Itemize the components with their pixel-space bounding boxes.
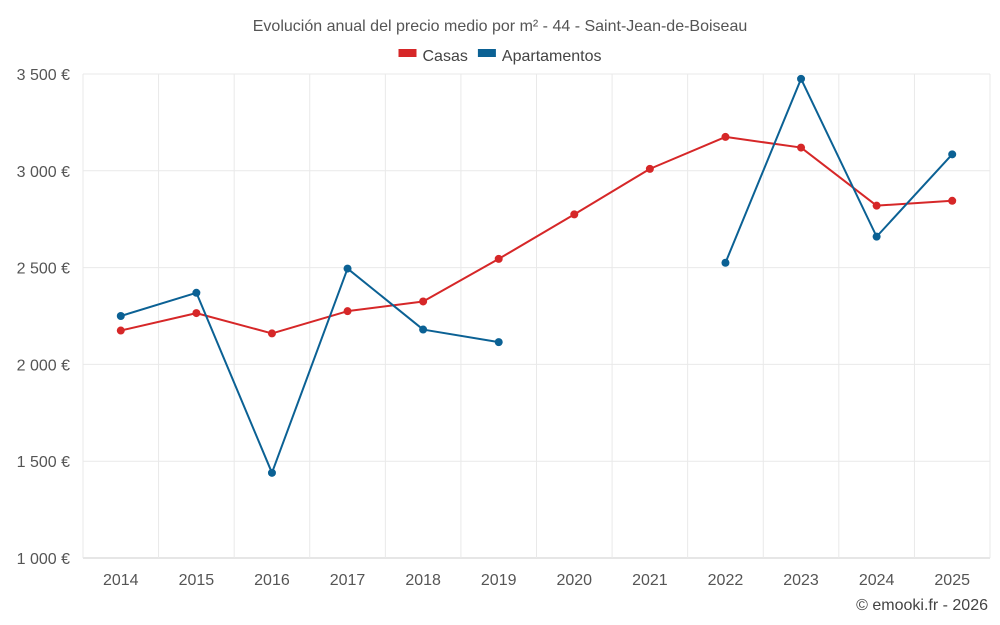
x-tick-label: 2021	[632, 572, 668, 589]
chart-title: Evolución anual del precio medio por m² …	[253, 18, 747, 35]
y-tick-label: 3 500 €	[17, 67, 70, 84]
data-point-apartamentos-2014[interactable]	[116, 312, 125, 320]
data-point-apartamentos-2015[interactable]	[192, 288, 201, 297]
data-point-apartamentos-2017[interactable]	[343, 264, 352, 273]
y-tick-label: 3 000 €	[17, 164, 70, 181]
x-tick-label: 2022	[708, 572, 744, 589]
series-line-casas	[120, 135, 953, 335]
data-point-apartamentos-2016[interactable]	[267, 468, 276, 477]
data-point-casas-2018[interactable]	[419, 297, 428, 306]
legend[interactable]: Casas Apartamentos	[398, 48, 602, 65]
data-point-apartamentos-2025[interactable]	[948, 150, 957, 159]
data-point-casas-2015[interactable]	[192, 309, 201, 318]
data-point-casas-2021[interactable]	[645, 164, 654, 173]
data-point-casas-2019[interactable]	[494, 254, 503, 263]
legend-item-apartamentos[interactable]: Apartamentos	[477, 48, 602, 65]
legend-swatch	[398, 49, 417, 57]
series-casas	[116, 132, 957, 338]
x-tick-label: 2014	[103, 572, 139, 589]
x-tick-label: 2025	[934, 572, 970, 589]
data-point-apartamentos-2018[interactable]	[419, 325, 428, 334]
series-line-apartamentos	[120, 77, 953, 474]
x-tick-label: 2023	[783, 572, 819, 589]
y-tick-label: 2 000 €	[17, 357, 70, 374]
x-tick-label: 2015	[179, 572, 215, 589]
data-point-casas-2017[interactable]	[343, 307, 352, 316]
data-point-casas-2016[interactable]	[267, 329, 276, 338]
legend-label: Apartamentos	[502, 48, 602, 65]
x-tick-label: 2016	[254, 572, 290, 589]
data-point-casas-2025[interactable]	[948, 196, 957, 205]
data-point-casas-2022[interactable]	[721, 132, 730, 141]
y-tick-label: 1 500 €	[17, 454, 70, 471]
x-axis: 2014 2015 2016 2017 2018 2019 2020 2021 2022 2023…	[103, 572, 970, 589]
x-tick-label: 2020	[556, 572, 592, 589]
credit-text: © emooki.fr - 2026	[856, 597, 988, 614]
data-point-apartamentos-2019[interactable]	[494, 338, 503, 347]
x-tick-label: 2024	[859, 572, 895, 589]
data-point-casas-2024[interactable]	[872, 201, 881, 210]
y-tick-label: 1 000 €	[17, 551, 70, 568]
x-tick-label: 2017	[330, 572, 366, 589]
data-point-casas-2023[interactable]	[797, 143, 806, 152]
x-tick-label: 2019	[481, 572, 517, 589]
y-axis: 1 000 € 1 500 € 2 000 € 2 500 € 3 000 € 3 500…	[17, 67, 70, 568]
series-apartamentos	[116, 74, 957, 477]
data-point-casas-2020[interactable]	[570, 210, 579, 219]
grid	[82, 73, 991, 559]
data-point-apartamentos-2024[interactable]	[872, 232, 881, 241]
legend-item-casas[interactable]: Casas	[398, 48, 468, 65]
y-tick-label: 2 500 €	[17, 261, 70, 278]
series	[116, 74, 957, 477]
data-point-casas-2014[interactable]	[116, 326, 125, 335]
data-point-apartamentos-2023[interactable]	[797, 74, 806, 83]
data-point-apartamentos-2022[interactable]	[721, 258, 730, 267]
x-tick-label: 2018	[405, 572, 441, 589]
legend-swatch	[477, 49, 496, 57]
legend-label: Casas	[423, 48, 468, 65]
